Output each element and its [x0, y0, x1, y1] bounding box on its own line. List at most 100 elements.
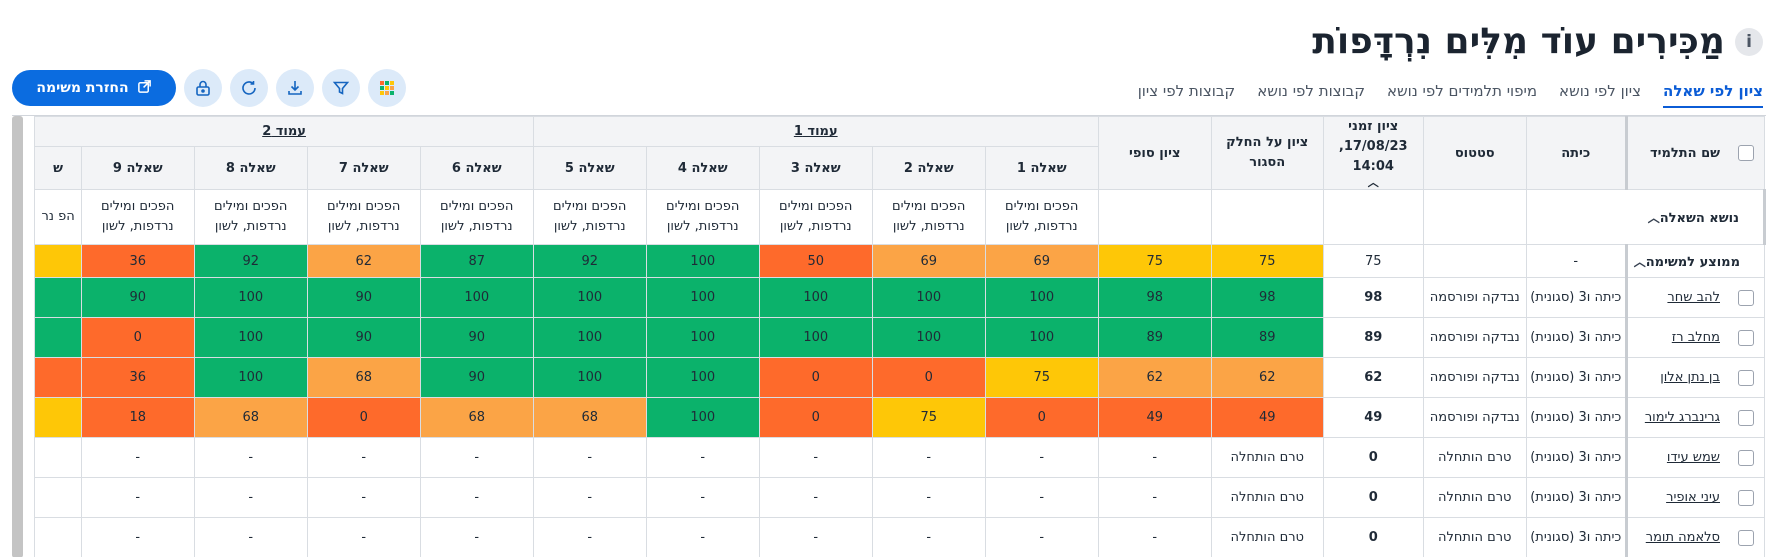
question-score-cell[interactable]: 90	[419, 317, 534, 358]
table-row[interactable]: סלאמה תומר כיתה ו3 (סגונית) טרם הותחלה 0 טרם…	[34, 517, 1766, 557]
row-checkbox[interactable]	[1738, 489, 1754, 506]
topic-row-label[interactable]: נושא השאלה︿	[1525, 189, 1766, 245]
question-score-cell[interactable]: -	[306, 517, 421, 557]
question-score-cell[interactable]: -	[645, 517, 760, 557]
question-score-cell[interactable]: 100	[532, 357, 647, 398]
question-score-cell[interactable]: 100	[419, 277, 534, 318]
question-score-cell[interactable]	[34, 317, 82, 358]
question-score-cell[interactable]	[34, 397, 82, 438]
lock-button[interactable]	[184, 69, 222, 107]
question-score-cell[interactable]: -	[871, 517, 986, 557]
question-score-cell[interactable]	[34, 517, 82, 557]
question-score-cell[interactable]: -	[193, 477, 308, 518]
question-score-cell[interactable]: 68	[532, 397, 647, 438]
question-score-cell[interactable]: 100	[645, 397, 760, 438]
header-question-1[interactable]: שאלה 1	[984, 146, 1099, 190]
question-score-cell[interactable]: 100	[758, 317, 873, 358]
question-score-cell[interactable]: -	[758, 517, 873, 557]
tab-score-by-topic[interactable]: ציון לפי נושא	[1559, 82, 1642, 100]
question-score-cell[interactable]: 100	[871, 317, 986, 358]
question-score-cell[interactable]: 100	[645, 317, 760, 358]
question-score-cell[interactable]: -	[984, 517, 1099, 557]
question-score-cell[interactable]: 0	[871, 357, 986, 398]
table-row[interactable]: גרינברג לימור כיתה ו3 (סגונית) נבדקה ופורס…	[34, 397, 1766, 438]
average-question-score[interactable]: 69	[984, 244, 1099, 278]
student-name-link[interactable]: שמש עידו	[1666, 450, 1720, 465]
question-score-cell[interactable]: 0	[984, 397, 1099, 438]
question-score-cell[interactable]: -	[871, 477, 986, 518]
average-question-score[interactable]: 92	[532, 244, 647, 278]
row-checkbox[interactable]	[1738, 409, 1754, 426]
question-score-cell[interactable]: 100	[193, 357, 308, 398]
question-score-cell[interactable]: 100	[532, 277, 647, 318]
question-score-cell[interactable]	[34, 477, 82, 518]
header-question-8[interactable]: שאלה 8	[193, 146, 308, 190]
question-score-cell[interactable]: -	[80, 517, 195, 557]
average-question-score[interactable]: 50	[758, 244, 873, 278]
question-score-cell[interactable]: 100	[984, 277, 1099, 318]
question-score-cell[interactable]: -	[758, 477, 873, 518]
student-name-link[interactable]: להב שחר	[1667, 290, 1720, 305]
chevron-up-icon[interactable]: ︿	[1633, 254, 1646, 269]
table-row[interactable]: מחלב רז כיתה ו3 (סגונית) נבדקה ופורסמה 89 89…	[34, 317, 1766, 358]
header-question-10-partial[interactable]: ש	[34, 146, 82, 190]
table-row[interactable]: בן נתן אלון כיתה ו3 (סגונית) נבדקה ופורסמה…	[34, 357, 1766, 398]
average-question-score[interactable]: 69	[871, 244, 986, 278]
question-score-cell[interactable]: 0	[306, 397, 421, 438]
question-score-cell[interactable]: -	[80, 477, 195, 518]
download-button[interactable]	[276, 69, 314, 107]
select-all-checkbox[interactable]	[1738, 145, 1754, 161]
header-question-7[interactable]: שאלה 7	[306, 146, 421, 190]
question-score-cell[interactable]: 68	[193, 397, 308, 438]
question-score-cell[interactable]: 100	[871, 277, 986, 318]
question-score-cell[interactable]: 90	[306, 277, 421, 318]
question-score-cell[interactable]: -	[306, 437, 421, 478]
student-name-link[interactable]: בן נתן אלון	[1660, 370, 1720, 385]
question-score-cell[interactable]: -	[871, 437, 986, 478]
question-score-cell[interactable]: 90	[419, 357, 534, 398]
chevron-up-icon[interactable]: ︿	[1647, 210, 1660, 225]
question-score-cell[interactable]: -	[532, 437, 647, 478]
question-score-cell[interactable]: -	[532, 517, 647, 557]
table-row[interactable]: שמש עידו כיתה ו3 (סגונית) טרם הותחלה 0 טרם ה…	[34, 437, 1766, 478]
question-score-cell[interactable]: 100	[645, 357, 760, 398]
row-checkbox[interactable]	[1738, 369, 1754, 386]
question-score-cell[interactable]: 0	[758, 357, 873, 398]
question-score-cell[interactable]: 100	[193, 277, 308, 318]
average-row-label[interactable]: ממוצע למשימה︿	[1625, 244, 1766, 278]
question-score-cell[interactable]: 90	[306, 317, 421, 358]
tab-score-by-question[interactable]: ציון לפי שאלה	[1663, 80, 1763, 108]
average-question-score[interactable]: 100	[645, 244, 760, 278]
table-row[interactable]: עיני אופיר כיתה ו3 (סגונית) טרם הותחלה 0 טרם…	[34, 477, 1766, 518]
header-status[interactable]: סטטוס	[1422, 116, 1527, 190]
question-score-cell[interactable]: -	[645, 477, 760, 518]
average-question-score[interactable]	[34, 244, 82, 278]
question-score-cell[interactable]: 68	[419, 397, 534, 438]
row-checkbox[interactable]	[1738, 289, 1754, 306]
average-question-score[interactable]: 36	[80, 244, 195, 278]
average-question-score[interactable]: 62	[306, 244, 421, 278]
header-final-score[interactable]: ציון סופי	[1097, 116, 1212, 190]
question-score-cell[interactable]: -	[984, 477, 1099, 518]
question-score-cell[interactable]: 0	[758, 397, 873, 438]
header-class[interactable]: כיתה	[1525, 116, 1628, 190]
question-score-cell[interactable]: 100	[758, 277, 873, 318]
student-name-link[interactable]: עיני אופיר	[1666, 490, 1720, 505]
row-checkbox[interactable]	[1738, 329, 1754, 346]
question-score-cell[interactable]: -	[193, 437, 308, 478]
question-score-cell[interactable]: 36	[80, 357, 195, 398]
question-score-cell[interactable]: 75	[984, 357, 1099, 398]
question-score-cell[interactable]: -	[532, 477, 647, 518]
question-score-cell[interactable]: -	[193, 517, 308, 557]
question-score-cell[interactable]	[34, 437, 82, 478]
question-score-cell[interactable]: -	[419, 437, 534, 478]
question-score-cell[interactable]: -	[645, 437, 760, 478]
header-timed-score[interactable]: ציון זמני 17/08/23, 14:04 ︿	[1322, 116, 1424, 190]
average-question-score[interactable]: 87	[419, 244, 534, 278]
return-task-button[interactable]: החזרת משימה	[12, 70, 176, 106]
grid-view-button[interactable]	[368, 69, 406, 107]
horizontal-scroll-handle[interactable]	[12, 116, 23, 557]
question-score-cell[interactable]	[34, 357, 82, 398]
question-score-cell[interactable]: 100	[984, 317, 1099, 358]
question-score-cell[interactable]: 90	[80, 277, 195, 318]
